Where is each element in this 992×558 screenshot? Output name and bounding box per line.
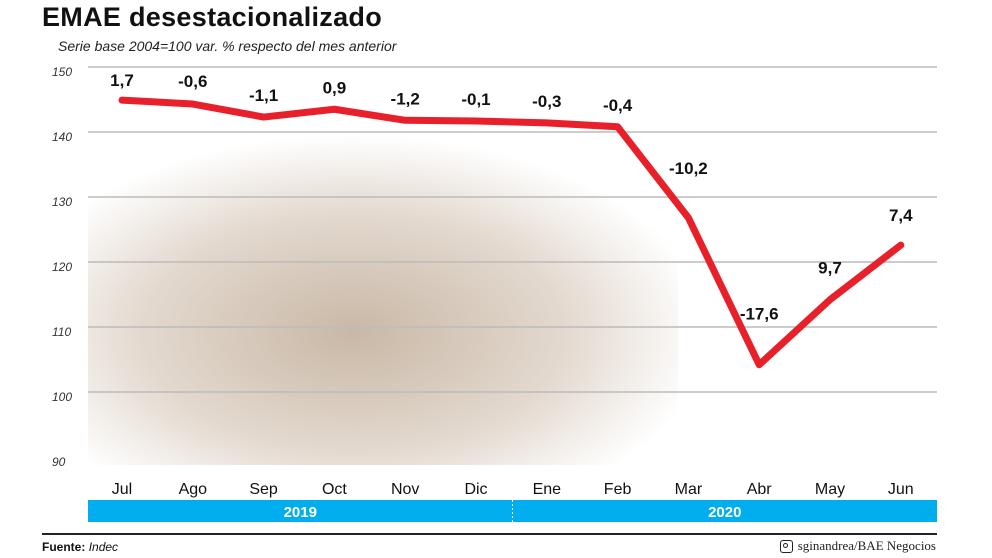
data-label: -0,3 — [532, 92, 561, 111]
x-tick-label: Nov — [391, 481, 419, 498]
data-label: -17,6 — [740, 305, 779, 324]
background-photo — [88, 135, 678, 465]
chart-subtitle: Serie base 2004=100 var. % respecto del … — [58, 38, 397, 54]
y-tick-label: 150 — [52, 65, 72, 79]
data-label: 0,9 — [323, 78, 347, 97]
data-label: 9,7 — [818, 259, 842, 278]
data-label: 7,4 — [889, 206, 913, 225]
x-tick-label: May — [815, 481, 845, 498]
x-tick-label: Jun — [888, 481, 914, 498]
credit: sginandrea/BAE Negocios — [779, 538, 936, 554]
data-label: -10,2 — [669, 159, 708, 178]
y-tick-label: 100 — [52, 390, 72, 404]
year-label: 2019 — [284, 504, 317, 521]
y-tick-label: 120 — [52, 260, 72, 274]
x-tick-label: Oct — [322, 481, 347, 498]
chart-title: EMAE desestacionalizado — [42, 2, 382, 32]
x-tick-label: Sep — [249, 481, 278, 498]
x-tick-label: Mar — [675, 481, 703, 498]
data-label: -1,1 — [249, 86, 278, 105]
y-tick-label: 140 — [52, 130, 72, 144]
data-label: 1,7 — [110, 71, 134, 90]
data-label: -0,6 — [178, 72, 207, 91]
data-label: -0,4 — [603, 96, 633, 115]
x-tick-label: Ene — [533, 481, 562, 498]
source-note: Fuente: Indec — [42, 540, 118, 554]
credit-text: sginandrea/BAE Negocios — [797, 538, 936, 553]
instagram-icon — [779, 539, 793, 553]
y-tick-label: 90 — [52, 455, 66, 469]
year-band — [88, 500, 937, 522]
data-label: -1,2 — [391, 89, 420, 108]
x-tick-label: Ago — [179, 481, 208, 498]
x-tick-label: Feb — [604, 481, 632, 498]
source-label: Fuente: — [42, 540, 86, 554]
year-label: 2020 — [708, 504, 741, 521]
x-tick-label: Dic — [464, 481, 487, 498]
source-value: Indec — [88, 540, 119, 554]
y-tick-label: 130 — [52, 195, 72, 209]
x-tick-label: Abr — [747, 481, 773, 498]
x-tick-label: Jul — [112, 481, 132, 498]
y-tick-label: 110 — [52, 325, 71, 339]
series-line — [118, 96, 905, 369]
data-label: -0,1 — [461, 90, 490, 109]
